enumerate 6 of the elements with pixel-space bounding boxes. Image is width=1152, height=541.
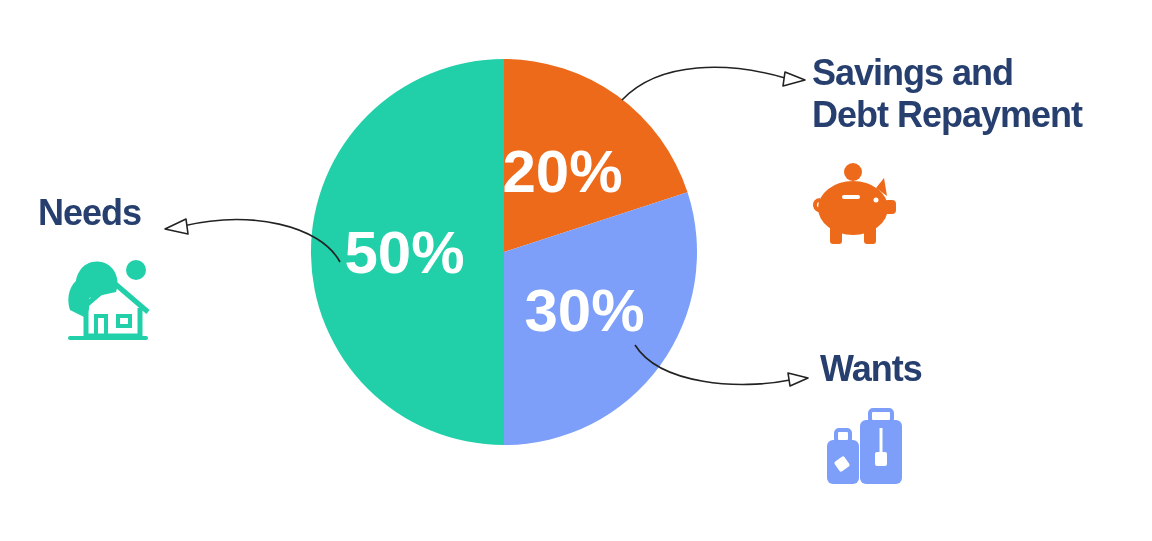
- slice-label: Wants: [820, 348, 923, 390]
- slice-label: Needs: [38, 192, 143, 234]
- data-label: 30%: [524, 276, 645, 344]
- data-label: 50%: [344, 218, 465, 286]
- data-label: 20%: [502, 138, 623, 205]
- slice-label: Savings and Debt Repayment: [812, 52, 1084, 136]
